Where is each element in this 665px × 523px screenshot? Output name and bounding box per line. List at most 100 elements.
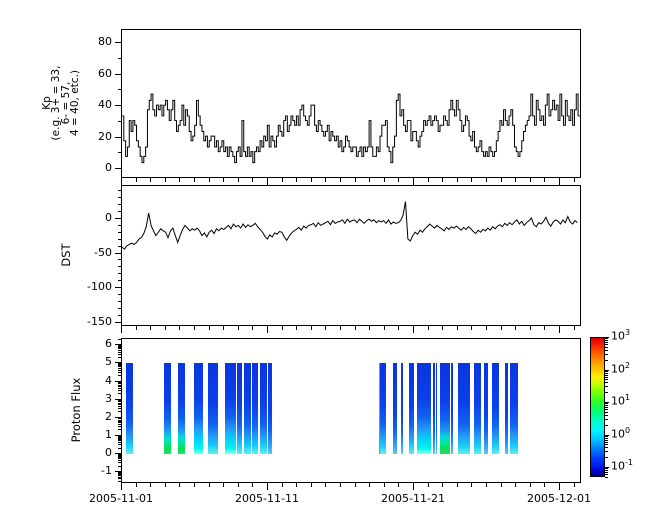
x-axis-tick [121,326,122,333]
colorbar-minor-tick [605,342,608,344]
dst-plot-svg [122,201,578,250]
x-axis-tick [340,178,341,182]
kp-y-tick-label: 20 [98,129,112,143]
x-axis-tick [544,178,546,182]
x-axis-tick [267,326,268,333]
proton-y-minor-tick [118,385,121,387]
proton-y-minor-tick [118,465,121,467]
proton-y-minor-tick [118,387,121,389]
proton-y-minor-tick [118,338,121,340]
proton-y-minor-tick [118,472,121,474]
proton-y-minor-tick [118,408,121,410]
x-axis-tick [354,483,356,487]
x-axis-tick [529,326,531,330]
proton-y-minor-tick [118,438,121,440]
x-tick-label: 2005-11-21 [381,492,445,505]
proton-flux-bar [393,363,398,454]
x-axis-tick [223,178,225,182]
colorbar-minor-tick [605,392,608,394]
dst-line [122,201,578,250]
proton-flux-bar [164,363,171,454]
colorbar-minor-tick [605,349,608,351]
x-axis-tick [179,483,181,487]
colorbar-tick [605,434,609,436]
colorbar-tick-label: 10-1 [611,458,633,473]
proton-y-minor-tick [118,422,121,424]
x-axis-tick [559,326,560,333]
kp-y-minor-tick [117,152,121,154]
dst-y-minor-tick [117,259,121,261]
x-axis-tick [340,483,341,487]
proton-y-minor-tick [118,382,121,384]
dst-y-minor-tick [117,266,121,268]
proton-y-minor-tick [118,390,121,391]
x-axis-tick [135,483,137,487]
x-axis-tick [413,483,414,490]
x-axis-tick [456,326,458,330]
kp-y-tick-label: 40 [98,98,112,112]
proton-y-minor-tick [118,369,121,371]
x-axis-tick [135,326,137,330]
colorbar-minor-tick [605,414,608,416]
dst-y-minor-tick [117,204,121,206]
dst-y-tick [114,321,121,323]
x-axis-tick [369,178,371,182]
x-axis-tick [296,326,298,330]
proton-y-tick-label: 6 [105,337,112,351]
proton-y-minor-tick [118,435,121,437]
colorbar-minor-tick [605,437,608,439]
dst-y-minor-tick [117,293,121,295]
dst-y-minor-tick [117,273,121,275]
proton-y-minor-tick [118,393,121,395]
proton-flux-panel [121,338,581,483]
colorbar-minor-tick [605,474,608,476]
proton-flux-bar [451,363,453,454]
proton-y-tick-label: -1 [101,464,112,478]
x-axis-tick [354,178,356,182]
x-axis-tick [456,178,458,182]
x-axis-tick [310,326,312,330]
dst-y-minor-tick [117,300,121,302]
proton-y-minor-tick [118,400,121,402]
proton-y-minor-tick [118,454,121,456]
proton-y-minor-tick [118,455,121,457]
x-axis-tick [208,483,210,487]
proton-y-minor-tick [118,429,121,431]
dst-y-tick [114,218,121,220]
colorbar-minor-tick [605,444,608,446]
x-axis-tick [252,326,254,330]
x-axis-tick [164,326,166,330]
proton-flux-bar [409,363,414,454]
colorbar-minor-tick [605,407,608,409]
colorbar-minor-tick [605,338,608,340]
kp-y-tick [114,168,121,170]
proton-flux-bar [260,363,267,454]
colorbar-tick [605,402,609,403]
colorbar-minor-tick [605,403,608,405]
colorbar-minor-tick [605,382,608,384]
colorbar-minor-tick [605,418,608,420]
colorbar-minor-tick [605,372,608,374]
x-axis-tick [150,178,152,182]
colorbar-minor-tick [605,435,608,437]
proton-y-minor-tick [118,475,121,477]
x-axis-tick [486,178,487,182]
kp-y-tick [114,105,121,107]
proton-y-tick-label: 0 [105,445,112,459]
proton-flux-bar [251,363,259,454]
x-axis-tick [281,178,283,182]
colorbar-minor-tick [605,374,608,376]
x-axis-tick [515,178,517,182]
proton-y-tick [115,452,121,454]
dst-y-axis-label: DST [59,243,73,267]
x-axis-tick [427,326,429,330]
x-axis-tick [340,326,341,330]
proton-y-tick [115,416,121,418]
x-axis-tick [442,178,444,182]
proton-y-minor-tick [118,462,121,464]
proton-y-minor-tick [118,347,121,349]
proton-y-tick [115,344,121,346]
x-axis-tick [500,483,502,487]
proton-y-minor-tick [118,458,121,460]
